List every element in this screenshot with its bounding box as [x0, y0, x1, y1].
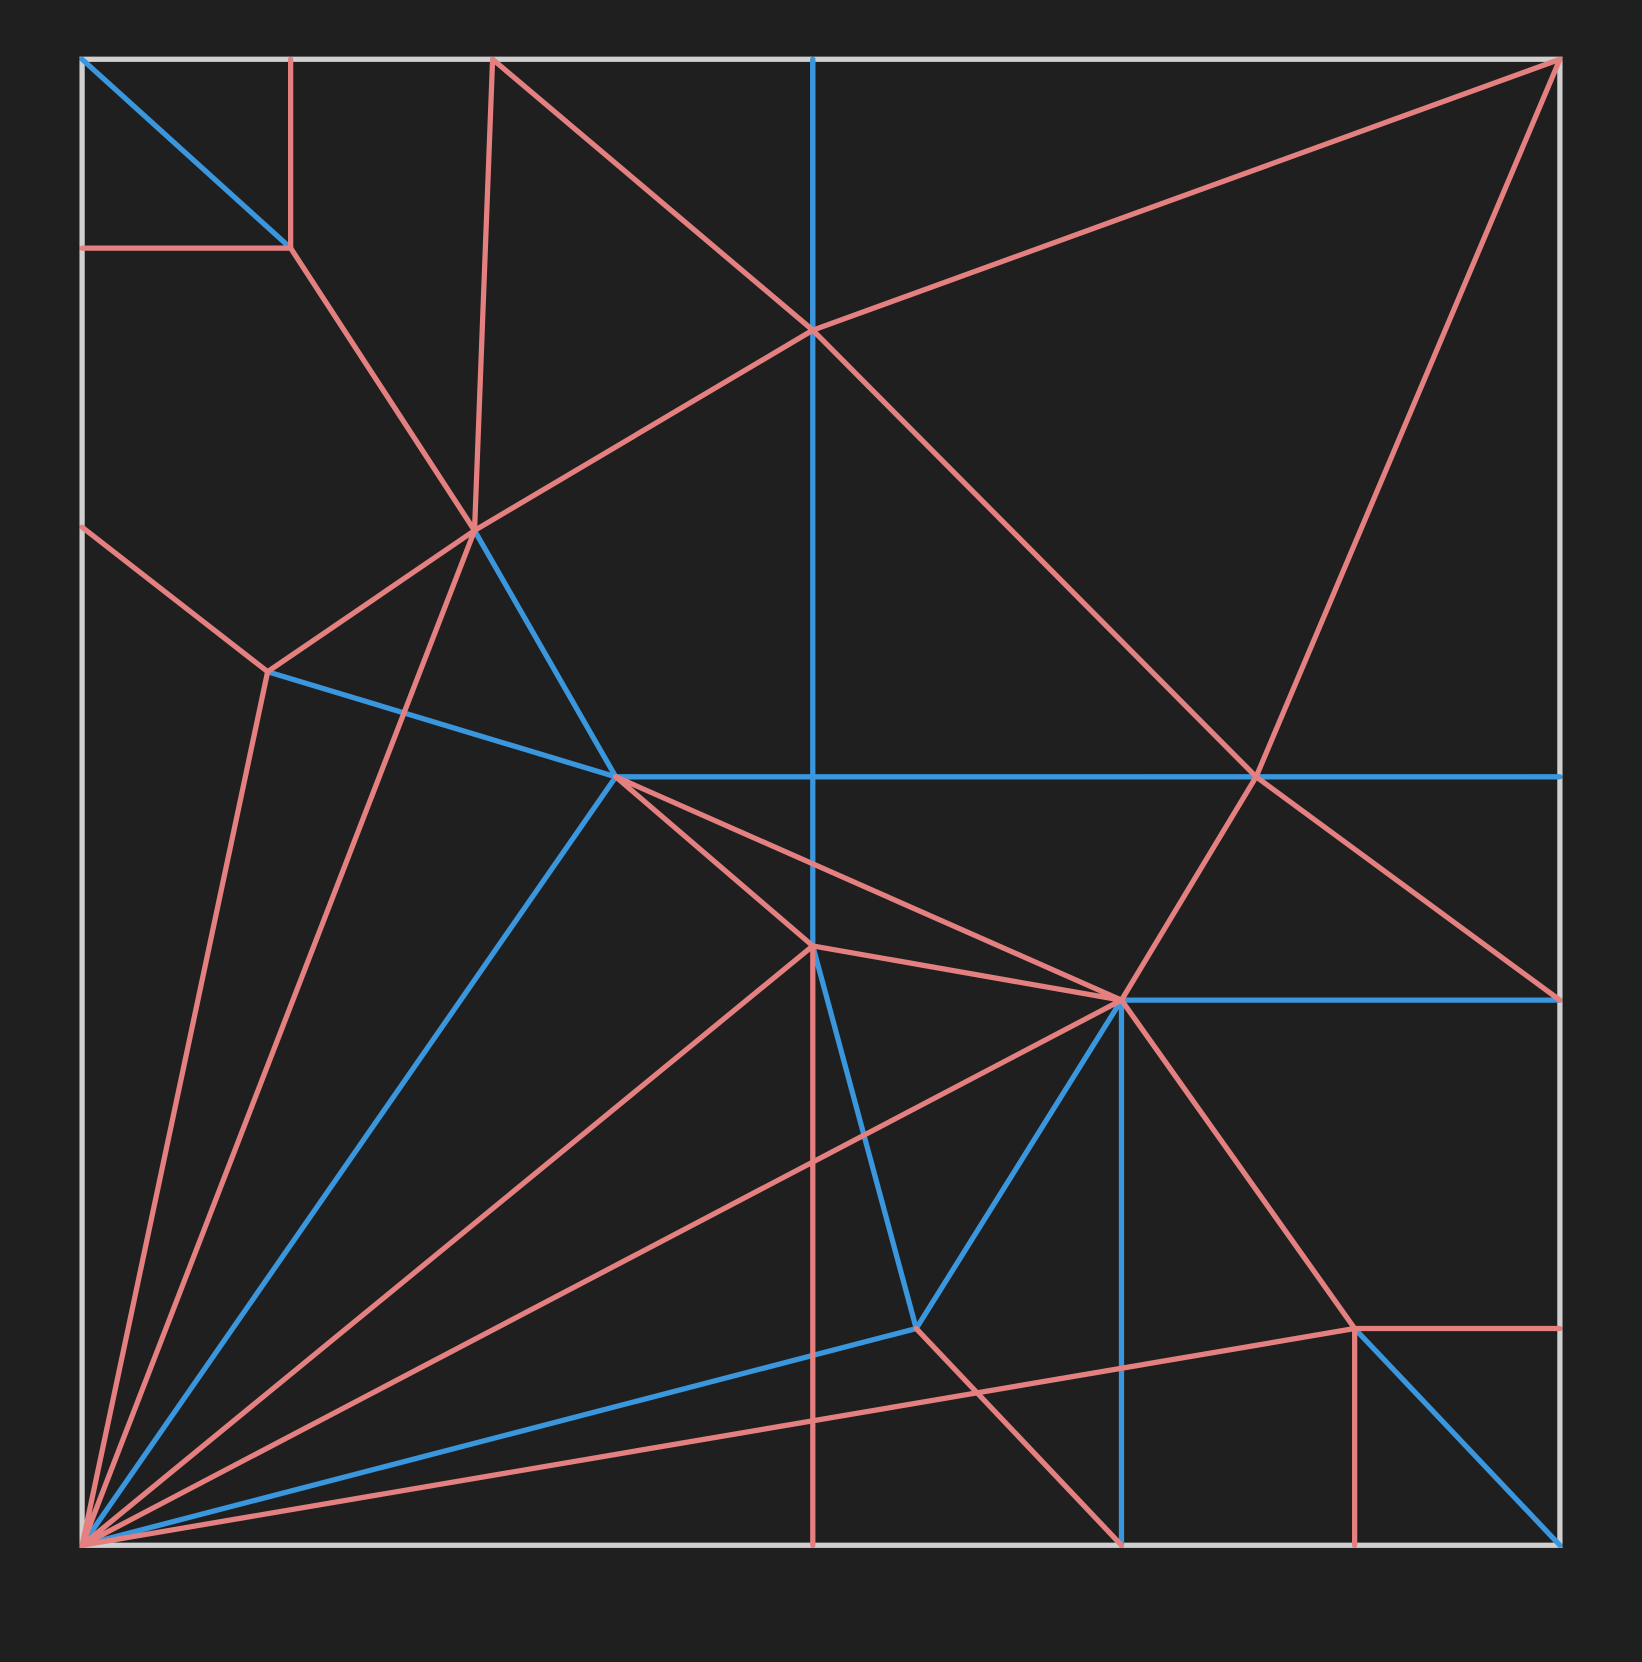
diagram-background [0, 10, 1642, 1652]
crease-pattern-svg [0, 0, 1642, 1662]
diagram-canvas [0, 0, 1642, 1662]
